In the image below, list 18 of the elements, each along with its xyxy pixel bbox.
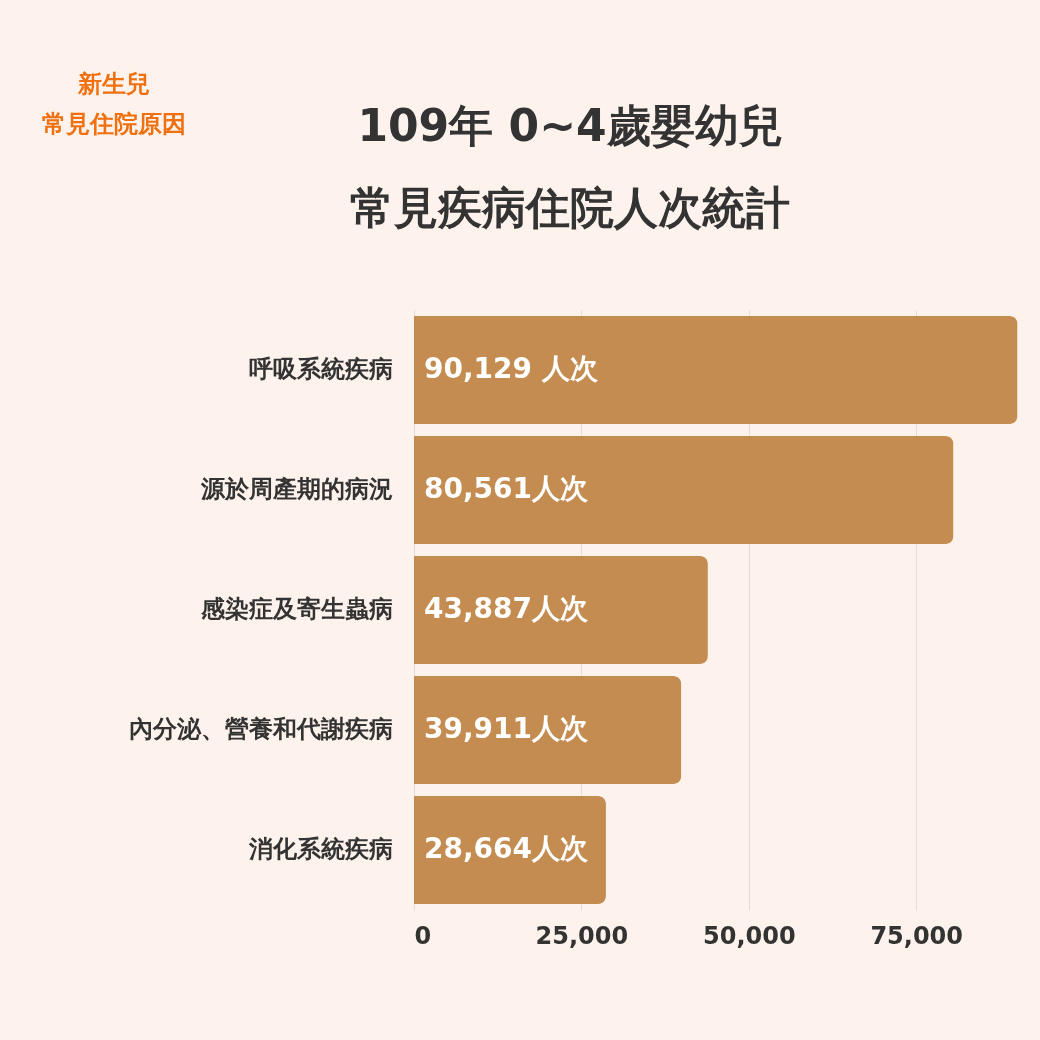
x-tick-label: 50,000 bbox=[702, 921, 796, 950]
chart-title: 109年 0~4歲嬰幼兒 bbox=[357, 100, 783, 151]
data-label: 80,561人次 bbox=[424, 472, 590, 505]
y-tick-label: 呼吸系統疾病 bbox=[248, 355, 393, 383]
data-label: 28,664人次 bbox=[424, 832, 590, 865]
data-label: 39,911人次 bbox=[424, 712, 590, 745]
chart-subtitle: 常見疾病住院人次統計 bbox=[350, 182, 790, 233]
y-tick-label: 源於周產期的病況 bbox=[199, 475, 393, 503]
text: 新生兒 bbox=[77, 70, 150, 98]
x-tick-label: 0 bbox=[414, 921, 432, 950]
x-tick-label: 25,000 bbox=[535, 921, 629, 950]
x-tick-label: 75,000 bbox=[870, 921, 964, 950]
y-tick-label: 內分泌、營養和代謝疾病 bbox=[128, 715, 393, 743]
data-label: 90,129 人次 bbox=[424, 352, 599, 385]
y-tick-label: 感染症及寄生蟲病 bbox=[199, 595, 393, 623]
y-tick-label: 消化系統疾病 bbox=[247, 835, 393, 863]
text: 常見住院原因 bbox=[42, 110, 186, 138]
data-label: 43,887人次 bbox=[424, 592, 590, 625]
